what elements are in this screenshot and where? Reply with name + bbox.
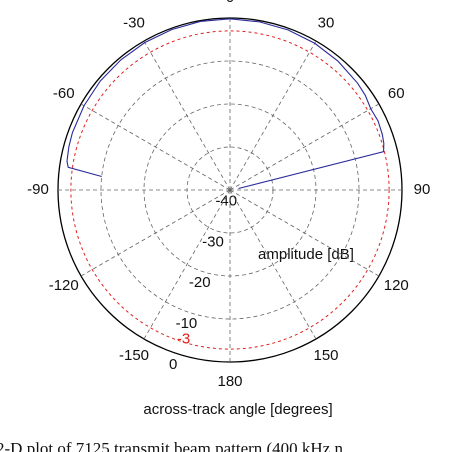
reference-label: -3 (177, 330, 190, 347)
grid-spoke (229, 189, 380, 277)
grid-spoke (143, 40, 231, 191)
beam-line (66, 18, 385, 190)
grid-spoke (229, 103, 380, 191)
r-tick-label: -10 (176, 315, 198, 332)
theta-tick-label: -90 (27, 181, 49, 198)
grid-spoke (229, 189, 317, 340)
theta-tick-label: -60 (53, 85, 75, 102)
r-tick-label: -30 (202, 233, 224, 250)
r-tick-label: 0 (169, 356, 177, 373)
theta-tick-label: 150 (313, 347, 338, 364)
theta-axis-label: across-track angle [degrees] (143, 401, 332, 418)
grid-spoke (229, 40, 317, 191)
theta-tick-label: 90 (414, 181, 431, 198)
grid-spoke (80, 103, 231, 191)
caption: 2-D plot of 7125 transmit beam pattern (… (0, 439, 344, 452)
r-tick-label: -20 (189, 274, 211, 291)
theta-tick-label: 120 (384, 277, 409, 294)
theta-tick-label: -120 (49, 277, 79, 294)
theta-tick-label: -150 (119, 347, 149, 364)
r-tick-label: -40 (215, 192, 237, 209)
grid-spoke (80, 189, 231, 277)
theta-tick-label: 60 (388, 85, 405, 102)
grid-spoke (143, 189, 231, 340)
theta-tick-label: 180 (217, 373, 242, 390)
reference-ring (70, 30, 390, 350)
theta-tick-label: 0 (226, 0, 234, 6)
theta-tick-label: 30 (318, 15, 335, 32)
r-axis-label: amplitude [dB] (258, 246, 354, 263)
theta-tick-label: -30 (123, 15, 145, 32)
